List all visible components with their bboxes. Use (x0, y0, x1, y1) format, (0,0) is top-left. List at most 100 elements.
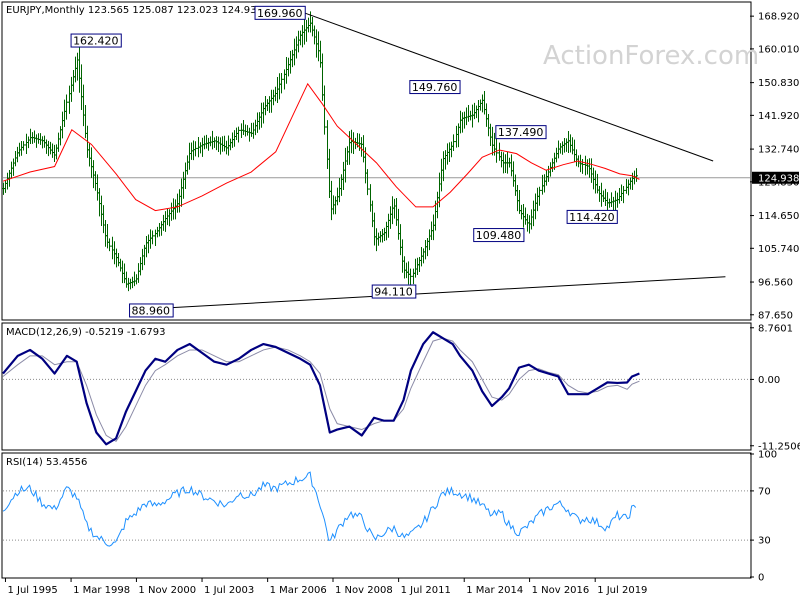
annotation-label: 137.490 (498, 126, 544, 139)
ohlc-bar (565, 138, 568, 152)
ohlc-bar (612, 196, 615, 212)
ohlc-bar (491, 126, 494, 156)
ohlc-bar (108, 238, 111, 252)
ohlc-bar (289, 50, 292, 74)
ohlc-bar (74, 56, 77, 83)
ohlc-bar (168, 209, 171, 227)
ohlc-bar (416, 257, 419, 276)
ohlc-bar (586, 159, 589, 175)
ohlc-bar (463, 111, 466, 129)
ohlc-bar (395, 197, 398, 226)
ohlc-bar (301, 25, 304, 48)
price-annotation: 169.960 (254, 5, 306, 20)
macd-y-axis: 8.7601 0.00 -11.2506 (750, 323, 800, 452)
ohlc-bar (90, 147, 93, 178)
ohlc-bar (231, 132, 234, 148)
ohlc-bar (387, 213, 390, 238)
ohlc-bar (293, 38, 296, 66)
ohlc-bar (278, 73, 281, 100)
ohlc-bar (194, 141, 197, 157)
ohlc-bar (37, 133, 40, 144)
ohlc-bar (248, 127, 251, 142)
ohlc-bar (59, 126, 62, 146)
ohlc-bar (360, 137, 363, 157)
ohlc-bar (295, 36, 298, 59)
ohlc-bar (481, 94, 484, 113)
ohlc-bar (280, 72, 283, 94)
ohlc-bar (426, 237, 429, 257)
ohlc-bar (72, 70, 75, 92)
ohlc-bar (346, 146, 349, 165)
ohlc-bar (330, 180, 333, 221)
ohlc-bar (137, 263, 140, 283)
ohlc-bar (217, 136, 220, 153)
ohlc-bar (70, 76, 73, 102)
y-tick-label: 168.920 (758, 12, 799, 23)
ohlc-bar (221, 136, 224, 152)
ohlc-bar (594, 170, 597, 194)
ohlc-bar (201, 137, 204, 157)
ohlc-bar (270, 89, 273, 113)
ohlc-bar (420, 246, 423, 267)
ohlc-bar (285, 56, 288, 84)
ohlc-bar (47, 140, 50, 157)
ohlc-bar (561, 141, 564, 155)
ohlc-bar (510, 154, 513, 177)
ohlc-bar (610, 192, 613, 207)
ohlc-bar (182, 171, 185, 199)
price-panel-frame (1, 1, 752, 321)
ohlc-bar (323, 85, 326, 135)
ohlc-bar (61, 111, 64, 139)
macd-panel-frame (1, 322, 752, 451)
annotation-box (409, 80, 461, 95)
ohlc-bar (127, 277, 130, 292)
ohlc-bar (352, 132, 355, 154)
ohlc-bar (246, 125, 249, 136)
ohlc-bar (266, 99, 269, 111)
ohlc-bar (422, 248, 425, 264)
descending-trendline (302, 11, 714, 162)
ohlc-bar (444, 150, 447, 170)
ohlc-bar (567, 130, 570, 153)
ohlc-bar (524, 207, 527, 225)
ohlc-bar (319, 40, 322, 68)
ohlc-bar (268, 96, 271, 113)
y-tick-label: 96.560 (758, 278, 793, 289)
ohlc-bar (551, 158, 554, 173)
y-tick-label: 70 (758, 486, 771, 497)
ohlc-bar (369, 184, 372, 212)
ohlc-bar (483, 91, 486, 115)
annotation-box (70, 33, 122, 48)
rsi-lines (2, 471, 637, 547)
ohlc-bar (569, 134, 572, 153)
ohlc-bar (571, 137, 574, 155)
ohlc-bar (399, 224, 402, 256)
ohlc-bar (618, 187, 621, 204)
ohlc-bar (125, 271, 128, 288)
ohlc-bar (383, 227, 386, 241)
ohlc-bar (604, 188, 607, 206)
macd-lines (2, 331, 640, 446)
price-annotation: 94.110 (371, 284, 417, 299)
ohlc-bar (485, 103, 488, 127)
ohlc-bar (377, 232, 380, 246)
ohlc-bar (446, 143, 449, 165)
ascending-trendline (129, 276, 726, 311)
annotation-label: 114.420 (569, 211, 615, 224)
ohlc-bar (465, 107, 468, 126)
ohlc-bar (405, 262, 408, 279)
ohlc-bar (121, 260, 124, 284)
x-tick-label: 1 Jul 2011 (401, 585, 451, 596)
ohlc-bar (498, 142, 501, 161)
ohlc-bar (532, 200, 535, 227)
ohlc-bar (184, 162, 187, 189)
ohlc-bar (272, 89, 275, 106)
rsi-gridlines (3, 490, 750, 541)
ohlc-bar (479, 99, 482, 111)
y-tick-label: 30 (758, 536, 771, 547)
y-tick-label: 114.650 (758, 211, 799, 222)
ohlc-bar (459, 110, 462, 134)
ohlc-bar (450, 141, 453, 158)
ohlc-bar (65, 94, 68, 120)
